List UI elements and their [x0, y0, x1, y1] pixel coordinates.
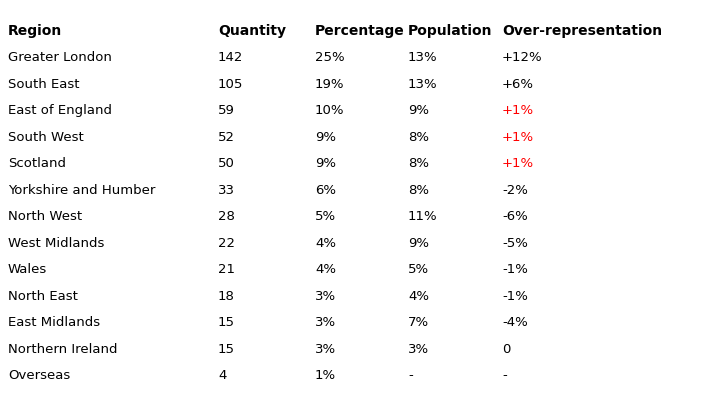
Text: -1%: -1%	[502, 263, 528, 276]
Text: 4%: 4%	[315, 237, 336, 250]
Text: North East: North East	[8, 290, 78, 303]
Text: 3%: 3%	[408, 343, 429, 356]
Text: 15: 15	[218, 316, 235, 329]
Text: 0: 0	[502, 343, 510, 356]
Text: 18: 18	[218, 290, 235, 303]
Text: 50: 50	[218, 157, 235, 170]
Text: +6%: +6%	[502, 78, 534, 91]
Text: 4%: 4%	[315, 263, 336, 276]
Text: 28: 28	[218, 210, 235, 223]
Text: 142: 142	[218, 51, 243, 64]
Text: -1%: -1%	[502, 290, 528, 303]
Text: -: -	[408, 369, 413, 382]
Text: 5%: 5%	[408, 263, 429, 276]
Text: +1%: +1%	[502, 157, 534, 170]
Text: 105: 105	[218, 78, 243, 91]
Text: 13%: 13%	[408, 51, 438, 64]
Text: -: -	[502, 369, 507, 382]
Text: 19%: 19%	[315, 78, 344, 91]
Text: 3%: 3%	[315, 343, 336, 356]
Text: 22: 22	[218, 237, 235, 250]
Text: South West: South West	[8, 131, 84, 144]
Text: Percentage: Percentage	[315, 24, 405, 38]
Text: Quantity: Quantity	[218, 24, 286, 38]
Text: 6%: 6%	[315, 184, 336, 197]
Text: North West: North West	[8, 210, 82, 223]
Text: 11%: 11%	[408, 210, 438, 223]
Text: -5%: -5%	[502, 237, 528, 250]
Text: 33: 33	[218, 184, 235, 197]
Text: Scotland: Scotland	[8, 157, 66, 170]
Text: 21: 21	[218, 263, 235, 276]
Text: +1%: +1%	[502, 104, 534, 117]
Text: 9%: 9%	[408, 237, 429, 250]
Text: Wales: Wales	[8, 263, 47, 276]
Text: Population: Population	[408, 24, 493, 38]
Text: -6%: -6%	[502, 210, 528, 223]
Text: 8%: 8%	[408, 131, 429, 144]
Text: +1%: +1%	[502, 131, 534, 144]
Text: 13%: 13%	[408, 78, 438, 91]
Text: Yorkshire and Humber: Yorkshire and Humber	[8, 184, 155, 197]
Text: 7%: 7%	[408, 316, 429, 329]
Text: 52: 52	[218, 131, 235, 144]
Text: East Midlands: East Midlands	[8, 316, 100, 329]
Text: 3%: 3%	[315, 316, 336, 329]
Text: Over-representation: Over-representation	[502, 24, 662, 38]
Text: 8%: 8%	[408, 184, 429, 197]
Text: West Midlands: West Midlands	[8, 237, 104, 250]
Text: 10%: 10%	[315, 104, 344, 117]
Text: Greater London: Greater London	[8, 51, 112, 64]
Text: South East: South East	[8, 78, 79, 91]
Text: 4%: 4%	[408, 290, 429, 303]
Text: 15: 15	[218, 343, 235, 356]
Text: East of England: East of England	[8, 104, 112, 117]
Text: 9%: 9%	[315, 131, 336, 144]
Text: 9%: 9%	[408, 104, 429, 117]
Text: 8%: 8%	[408, 157, 429, 170]
Text: +12%: +12%	[502, 51, 543, 64]
Text: -2%: -2%	[502, 184, 528, 197]
Text: Region: Region	[8, 24, 63, 38]
Text: Overseas: Overseas	[8, 369, 70, 382]
Text: 9%: 9%	[315, 157, 336, 170]
Text: 3%: 3%	[315, 290, 336, 303]
Text: -4%: -4%	[502, 316, 528, 329]
Text: 4: 4	[218, 369, 226, 382]
Text: 1%: 1%	[315, 369, 336, 382]
Text: 25%: 25%	[315, 51, 344, 64]
Text: 5%: 5%	[315, 210, 336, 223]
Text: Northern Ireland: Northern Ireland	[8, 343, 117, 356]
Text: 59: 59	[218, 104, 235, 117]
